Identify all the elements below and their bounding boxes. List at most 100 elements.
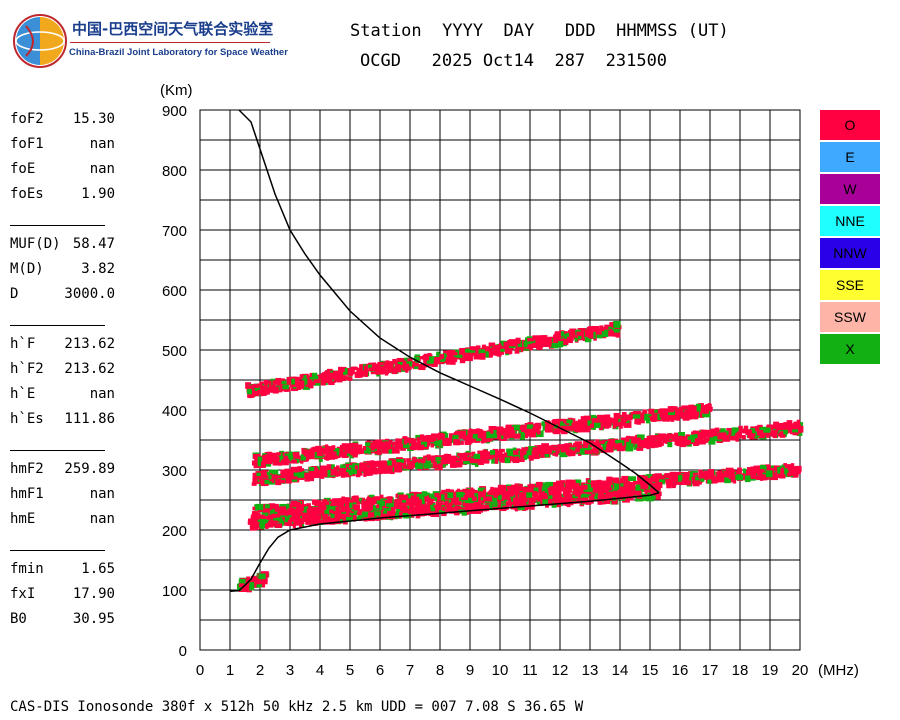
echo-point (474, 492, 478, 500)
echo-point (402, 465, 407, 469)
echo-point (620, 417, 627, 422)
echo-point (552, 446, 561, 451)
echo-point (418, 363, 426, 371)
echo-point (442, 431, 447, 438)
echo-point (588, 331, 594, 338)
echo-point (485, 452, 492, 460)
echo-point (513, 450, 519, 455)
echo-point (490, 449, 495, 455)
echo-point (489, 452, 494, 460)
echo-point (303, 452, 310, 457)
echo-point (394, 364, 401, 370)
echo-point (620, 483, 624, 487)
echo-point (637, 478, 644, 482)
echo-point (313, 469, 319, 473)
x-tick-label: 11 (522, 662, 538, 679)
echo-point (611, 497, 618, 505)
echo-point (260, 518, 267, 524)
param-name: hmF1 (10, 486, 44, 502)
echo-point (573, 487, 578, 491)
echo-point (658, 482, 663, 489)
echo-point (683, 471, 691, 477)
param-name: fxI (10, 586, 36, 602)
echo-point (515, 337, 521, 344)
echo-point (475, 504, 484, 510)
echo-point (641, 411, 647, 418)
echo-point (635, 417, 639, 422)
echo-point (481, 344, 487, 349)
echo-point (341, 451, 347, 459)
echo-point (581, 423, 585, 431)
echo-point (523, 433, 529, 439)
echo-point (464, 497, 472, 503)
echo-point (356, 501, 361, 505)
echo-point (313, 471, 321, 479)
echo-point (446, 439, 452, 446)
echo-point (504, 452, 508, 458)
echo-point (738, 429, 746, 434)
echo-point (759, 469, 765, 473)
echo-point (678, 475, 683, 481)
echo-point (592, 447, 599, 454)
echo-point (297, 472, 305, 478)
echo-point (348, 370, 353, 377)
echo-point (352, 516, 361, 521)
echo-point (374, 439, 383, 445)
echo-point (602, 446, 607, 450)
echo-point (536, 501, 541, 506)
echo-point (575, 425, 583, 433)
echo-point (414, 364, 422, 369)
echo-point (385, 497, 393, 505)
echo-point (784, 468, 788, 475)
y-tick-label: 700 (162, 223, 187, 240)
echo-point (792, 467, 801, 473)
echo-point (345, 473, 352, 478)
echo-point (302, 506, 309, 510)
echo-point (290, 466, 299, 474)
echo-point (309, 372, 313, 379)
echo-point (292, 475, 297, 480)
param-name: fmin (10, 561, 44, 577)
echo-point (267, 504, 273, 510)
echo-point (611, 418, 616, 424)
echo-point (412, 361, 419, 367)
legend-item: W (820, 174, 880, 204)
echo-point (268, 520, 274, 528)
echo-point (502, 490, 508, 497)
echo-point (675, 408, 682, 413)
echo-point (412, 497, 419, 505)
echo-point (596, 334, 603, 339)
echo-point (417, 499, 422, 505)
separator-line (10, 325, 105, 326)
echo-point (552, 497, 557, 502)
echo-point (596, 484, 603, 488)
echo-point (493, 492, 500, 498)
echo-point (539, 492, 548, 498)
echo-point (604, 414, 611, 420)
echo-point (274, 475, 282, 480)
echo-point (277, 381, 282, 386)
echo-point (497, 495, 502, 500)
echo-point (399, 438, 406, 445)
echo-point (667, 410, 676, 416)
echo-point (415, 463, 423, 469)
echo-point (279, 473, 286, 478)
echo-point (503, 341, 509, 348)
echo-point (698, 469, 703, 477)
echo-point (344, 451, 353, 457)
echo-point (425, 497, 432, 502)
echo-point (451, 357, 458, 363)
param-value: 1.90 (81, 186, 115, 202)
echo-point (319, 501, 325, 509)
echo-point (265, 519, 270, 525)
echo-point (541, 486, 548, 491)
echo-point (287, 509, 296, 516)
echo-point (664, 473, 670, 478)
echo-point (356, 516, 362, 521)
echo-point (319, 469, 323, 475)
param-name: h`F (10, 336, 36, 352)
echo-point (676, 435, 683, 441)
echo-point (735, 433, 739, 438)
echo-point (478, 349, 486, 355)
echo-point (266, 516, 271, 522)
